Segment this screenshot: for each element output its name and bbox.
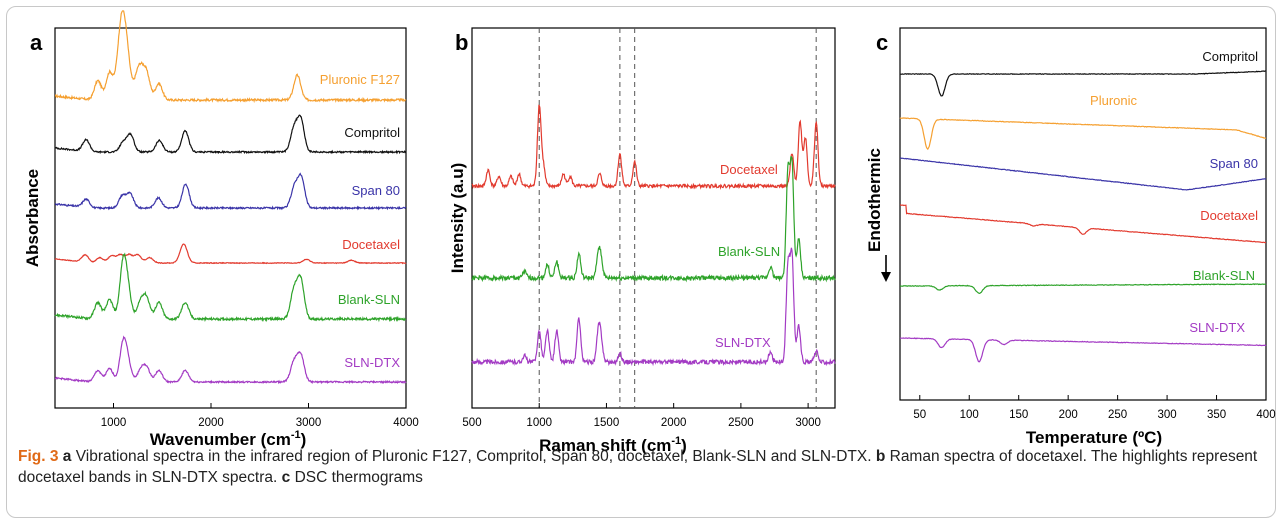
panel-a-plot-area: [54, 27, 407, 409]
x-tick-label: 2500: [728, 417, 754, 429]
series-label-sln-dtx: SLN-DTX: [1189, 320, 1245, 335]
panel-b-series: [471, 104, 836, 367]
series-label-pluronic: Pluronic: [1090, 93, 1137, 108]
panel-b-highlight-lines: [538, 28, 817, 408]
panel-b-series-labels: Docetaxel Blank-SLN SLN-DTX: [715, 162, 780, 350]
series-label-blank-sln: Blank-SLN: [718, 244, 780, 259]
series-line-compritol: [900, 70, 1267, 97]
panel-c-series-labels: Compritol Pluronic Span 80 Docetaxel Blank-S…: [1090, 49, 1258, 335]
series-line-span-80: [54, 172, 407, 211]
x-tick-label: 1500: [594, 417, 620, 429]
series-label-sln-dtx: SLN-DTX: [715, 335, 771, 350]
x-tick-label: 2000: [661, 417, 687, 429]
x-tick-label: 3000: [296, 417, 322, 429]
panel-a: a 1000 2000 3000 4000 Pluronic F127 Comprito…: [23, 10, 419, 449]
panel-c-label: c: [876, 30, 888, 55]
series-line-blank-sln: [899, 283, 1267, 295]
x-tick-label: 150: [1009, 409, 1028, 421]
x-tick-label: 350: [1207, 409, 1226, 421]
caption-letter-a: a: [62, 448, 72, 465]
panel-c-series: [899, 70, 1267, 363]
series-label-blank-sln: Blank-SLN: [338, 292, 400, 307]
panel-a-x-axis-label: Wavenumber (cm-1): [150, 429, 307, 449]
series-line-docetaxel: [899, 204, 1266, 244]
caption-letter-b: b: [875, 448, 886, 465]
panel-a-x-ticks: 1000 2000 3000 4000: [101, 403, 419, 429]
caption-text-c: DSC thermograms: [290, 469, 423, 486]
x-tick-label: 300: [1157, 409, 1176, 421]
series-line-sln-dtx: [899, 337, 1267, 363]
series-label-compritol: Compritol: [1202, 49, 1258, 64]
panel-b-y-axis-label: Intensity (a.u): [448, 163, 467, 274]
x-tick-label: 2000: [198, 417, 224, 429]
panel-c: c 50 100 150 200 250 300 350 400 Compritol Pluro…: [865, 27, 1276, 447]
panel-b-x-axis-label: Raman shift (cm-1): [539, 435, 687, 455]
series-line-pluronic: [899, 117, 1267, 151]
panel-b: b 500 1000 1500 2000 2500 3000 Docetaxel Blank…: [448, 27, 836, 455]
panel-b-label: b: [455, 30, 468, 55]
series-label-pluronic-f127: Pluronic F127: [320, 72, 400, 87]
caption-text-a: Vibrational spectra in the infrared regi…: [71, 448, 876, 465]
panel-a-y-axis-label: Absorbance: [23, 169, 42, 267]
series-line-sln-dtx: [54, 335, 407, 385]
panel-b-plot-area: [471, 27, 836, 409]
series-label-sln-dtx: SLN-DTX: [344, 355, 400, 370]
panel-c-x-axis-label: Temperature (ºC): [1026, 428, 1162, 447]
series-label-compritol: Compritol: [344, 125, 400, 140]
endothermic-arrow-head: [881, 272, 891, 282]
x-tick-label: 1000: [101, 417, 127, 429]
series-line-blank-sln: [54, 252, 407, 323]
series-line-docetaxel: [471, 104, 836, 190]
x-tick-label: 500: [462, 417, 481, 429]
series-line-sln-dtx: [471, 247, 836, 367]
series-label-span-80: Span 80: [352, 183, 400, 198]
series-label-docetaxel: Docetaxel: [1200, 208, 1258, 223]
series-line-docetaxel: [54, 243, 407, 265]
x-tick-label: 400: [1256, 409, 1275, 421]
series-label-docetaxel: Docetaxel: [342, 237, 400, 252]
x-tick-label: 250: [1108, 409, 1127, 421]
panel-c-y-axis-label: Endothermic: [865, 148, 884, 252]
panel-c-plot-area: [899, 27, 1267, 401]
series-line-blank-sln: [471, 156, 836, 283]
panel-c-x-ticks: 50 100 150 200 250 300 350 400: [913, 395, 1276, 421]
series-line-span-80: [899, 157, 1267, 191]
panel-b-x-ticks: 500 1000 1500 2000 2500 3000: [462, 403, 821, 429]
x-tick-label: 3000: [795, 417, 821, 429]
x-tick-label: 50: [913, 409, 926, 421]
caption-figure-number: Fig. 3: [18, 448, 59, 465]
x-tick-label: 1000: [526, 417, 552, 429]
x-tick-label: 200: [1059, 409, 1078, 421]
caption-text-b: Raman spectra of docetaxel. The highligh…: [18, 448, 1258, 486]
series-line-compritol: [54, 114, 407, 155]
series-line-pluronic-f127: [54, 10, 407, 104]
series-label-docetaxel: Docetaxel: [720, 162, 778, 177]
figure-caption: Fig. 3 a Vibrational spectra in the infr…: [18, 446, 1268, 488]
panel-a-series: [54, 10, 407, 385]
x-tick-label: 100: [960, 409, 979, 421]
caption-letter-c: c: [281, 469, 291, 486]
panel-a-series-labels: Pluronic F127 Compritol Span 80 Docetaxel Bl…: [320, 72, 401, 370]
x-tick-label: 4000: [393, 417, 419, 429]
panel-a-label: a: [30, 30, 43, 55]
figure-frame: [6, 6, 1276, 518]
series-label-blank-sln: Blank-SLN: [1193, 268, 1255, 283]
series-label-span-80: Span 80: [1210, 156, 1258, 171]
